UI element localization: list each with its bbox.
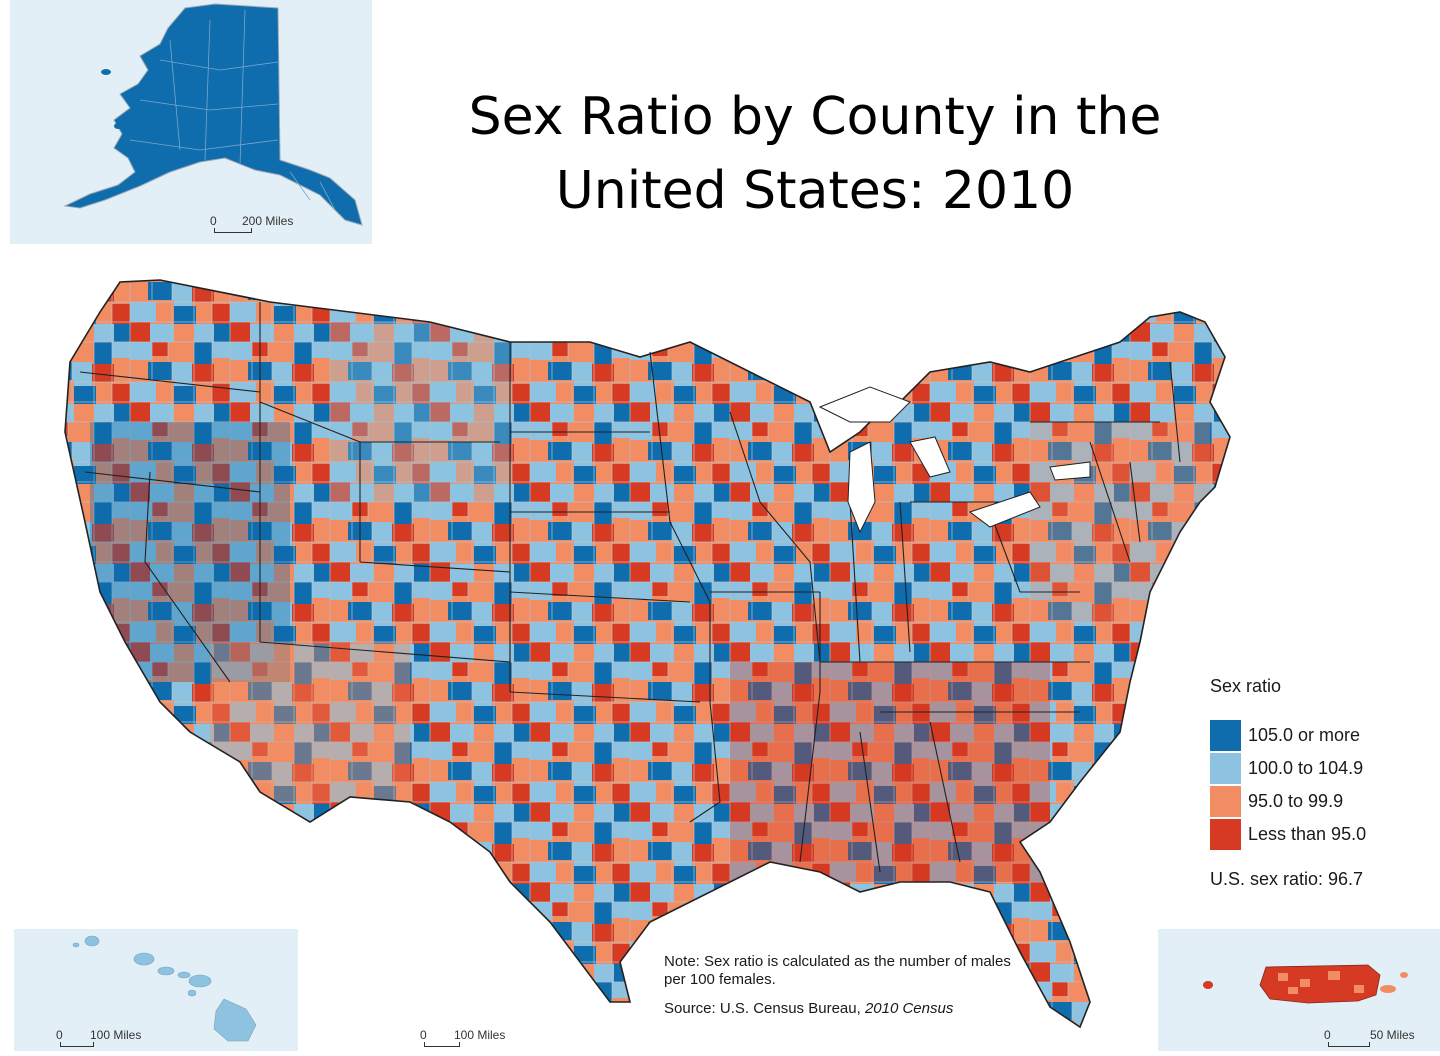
- hawaii-map: [72, 935, 257, 1042]
- title-line-1: Sex Ratio by County in the: [468, 87, 1162, 147]
- scale-zero: 0: [210, 214, 217, 228]
- legend-label: 100.0 to 104.9: [1248, 758, 1364, 778]
- state-boundaries: [79, 302, 1181, 873]
- title-line-2: United States: 2010: [555, 161, 1075, 221]
- source-prefix: Source: U.S. Census Bureau,: [664, 1000, 865, 1017]
- legend-swatch: [1210, 819, 1241, 850]
- page-title: Sex Ratio by County in the United States…: [420, 80, 1210, 228]
- note-text: Note: Sex ratio is calculated as the num…: [664, 953, 1011, 988]
- puerto-rico-map: [1203, 964, 1408, 1004]
- scale-label: 100 Miles: [454, 1028, 506, 1042]
- legend-label: Less than 95.0: [1248, 824, 1367, 844]
- legend-title: Sex ratio: [1210, 676, 1282, 696]
- hawaii-islands: [72, 935, 257, 1042]
- legend-label: 105.0 or more: [1248, 725, 1361, 745]
- legend-swatch: [1210, 786, 1241, 817]
- source-italic: 2010 Census: [864, 1000, 954, 1017]
- alaska-shape: [63, 3, 363, 226]
- legend-item: Less than 95.0: [1210, 818, 1430, 851]
- legend-swatch: [1210, 753, 1241, 784]
- legend-label: 95.0 to 99.9: [1248, 791, 1344, 811]
- scale-label: 200 Miles: [242, 214, 294, 228]
- scale-zero: 0: [420, 1028, 427, 1042]
- scale-zero: 0: [1324, 1028, 1331, 1042]
- puerto-rico-inset: 0 50 Miles: [1158, 929, 1440, 1051]
- scale-zero: 0: [56, 1028, 63, 1042]
- alaska-inset: 0 200 Miles: [10, 0, 372, 244]
- scale-label: 50 Miles: [1370, 1028, 1415, 1042]
- legend-item: 100.0 to 104.9: [1210, 752, 1430, 785]
- scale-label: 100 Miles: [90, 1028, 142, 1042]
- legend-item: 95.0 to 99.9: [1210, 785, 1430, 818]
- us-sex-ratio: U.S. sex ratio: 96.7: [1210, 869, 1364, 889]
- legend-items: 105.0 or more 100.0 to 104.9 95.0 to 99.9 L…: [1210, 719, 1430, 851]
- alaska-map: [63, 3, 363, 226]
- hawaii-inset: 0 100 Miles: [14, 929, 298, 1051]
- great-lakes: [818, 386, 1091, 534]
- contiguous-us-map: [64, 279, 1231, 1028]
- source-text: Source: U.S. Census Bureau, 2010 Census: [664, 1000, 1024, 1017]
- legend-item: 105.0 or more: [1210, 719, 1430, 752]
- puerto-rico-shape: [1259, 964, 1381, 1004]
- legend-swatch: [1210, 720, 1241, 751]
- legend: Sex ratio 105.0 or more 100.0 to 104.9 95.…: [1210, 676, 1430, 890]
